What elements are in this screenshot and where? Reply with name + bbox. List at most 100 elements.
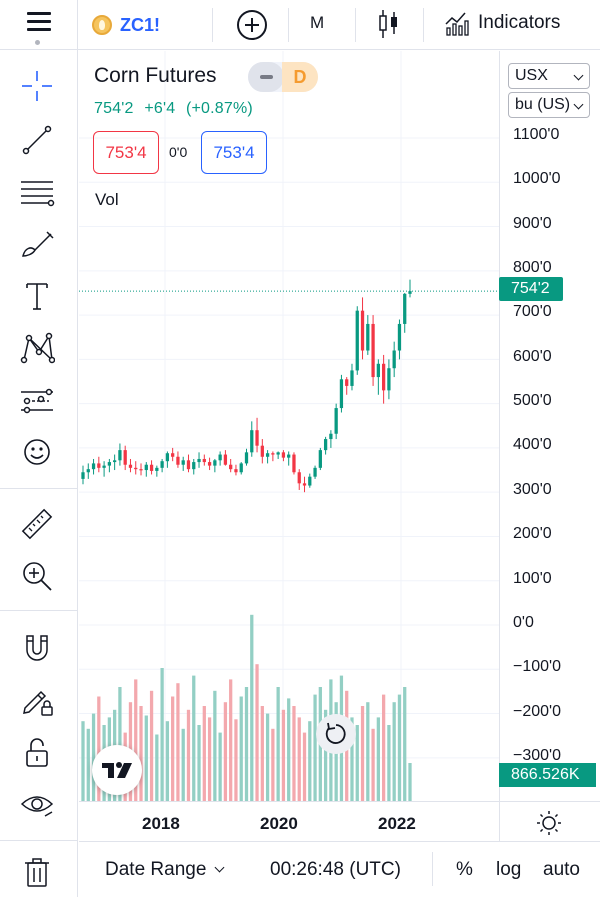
price-tick: 900'0 (513, 214, 552, 232)
volume-bar (202, 706, 206, 801)
currency-select[interactable]: USX (508, 63, 590, 89)
candle-body (149, 464, 154, 471)
volume-bar (149, 690, 154, 801)
brush-icon[interactable] (17, 224, 57, 264)
volume-bar (139, 706, 143, 801)
price-quote: 754'2 +6'4 (+0.87%) (94, 100, 259, 118)
candle-body (355, 310, 359, 371)
utc-clock[interactable]: 00:26:48 (UTC) (270, 859, 401, 880)
eye-icon[interactable] (17, 784, 57, 824)
candle-body (86, 469, 90, 473)
volume-bar (276, 687, 280, 801)
candle-body (128, 464, 133, 468)
price-scale[interactable] (499, 51, 600, 801)
candles-chart-type-icon[interactable] (378, 8, 400, 40)
symbol-search-button[interactable]: ZC1! (92, 12, 160, 38)
buy-button[interactable]: 753'4 (201, 131, 267, 174)
delayed-data-badge: D (282, 62, 318, 92)
sell-button[interactable]: 753'4 (93, 131, 159, 174)
volume-bar (255, 664, 259, 801)
candle-body (376, 363, 380, 378)
volume-bar (239, 696, 243, 801)
percent-scale-button[interactable]: % (456, 859, 473, 880)
volume-bar (281, 709, 286, 801)
spread-value: 0'0 (169, 144, 188, 160)
compare-symbol-plus-icon[interactable] (237, 10, 267, 40)
crosshair-icon[interactable] (17, 66, 57, 106)
magnet-icon[interactable] (17, 628, 57, 668)
volume-bar (297, 717, 301, 801)
volume-bar (186, 709, 191, 801)
volume-bar (86, 728, 90, 801)
candle-body (366, 323, 370, 351)
emoji-icon[interactable] (17, 432, 57, 472)
volume-bar (181, 728, 185, 801)
auto-scale-button[interactable]: auto (543, 859, 580, 880)
log-scale-button[interactable]: log (496, 859, 522, 880)
volume-bar (244, 687, 249, 801)
candle-body (234, 469, 238, 473)
candle-body (223, 454, 228, 465)
interval-button[interactable]: M (310, 13, 325, 32)
tv-logo-icon (102, 762, 132, 778)
candle-body (107, 462, 112, 466)
volume-value-label: 866.526K (499, 763, 596, 787)
volume-legend[interactable]: Vol (95, 190, 119, 209)
volume-bar (171, 696, 175, 801)
lock-drawing-icon[interactable] (17, 680, 57, 720)
symbol-ticker: ZC1! (120, 14, 160, 35)
volume-bar (155, 734, 159, 801)
price-chart[interactable] (79, 51, 499, 801)
candle-body (202, 458, 206, 463)
candle-body (165, 453, 170, 462)
ruler-icon[interactable] (17, 504, 57, 544)
menu-icon[interactable] (0, 0, 78, 50)
price-tick: 1100'0 (513, 126, 560, 143)
volume-bar (308, 721, 312, 801)
unit-select[interactable]: bu (US) (508, 92, 590, 118)
price-tick: 200'0 (513, 525, 552, 543)
volume-bar (355, 725, 359, 801)
pattern-icon[interactable] (17, 328, 57, 368)
date-range-button[interactable]: Date Range (105, 859, 223, 881)
candle-body (81, 472, 85, 479)
candle-body (323, 439, 328, 451)
text-icon[interactable] (17, 276, 57, 316)
volume-bar (366, 702, 370, 801)
prediction-icon[interactable] (17, 380, 57, 420)
volume-bar (392, 702, 396, 801)
trend-line-icon[interactable] (17, 120, 57, 160)
candle-body (329, 433, 333, 440)
time-tick: 2022 (378, 814, 416, 833)
candle-body (381, 363, 386, 391)
chart-settings-button[interactable] (499, 801, 600, 841)
candle-body (102, 465, 106, 468)
candle-body (339, 379, 344, 409)
time-scale[interactable]: 2018 2020 2022 (79, 801, 499, 841)
reset-chart-button[interactable] (316, 714, 356, 754)
indicators-button[interactable]: Indicators (444, 10, 560, 36)
price-tick: 800'0 (513, 259, 552, 277)
volume-bar (265, 713, 270, 801)
unlock-icon[interactable] (17, 732, 57, 772)
trash-icon[interactable] (17, 852, 57, 892)
indicators-icon (445, 12, 469, 36)
candle-body (239, 463, 243, 473)
price-tick: −200'0 (513, 702, 561, 720)
tradingview-logo[interactable] (92, 745, 142, 795)
candle-body (292, 454, 296, 473)
candle-body (186, 460, 191, 470)
legend-collapse-toggle[interactable]: D (248, 62, 318, 92)
fib-retracement-icon[interactable] (17, 172, 57, 212)
zoom-in-icon[interactable] (17, 556, 57, 596)
volume-bar (91, 713, 96, 801)
candle-body (197, 458, 201, 463)
candle-body (360, 310, 365, 351)
candle-body (207, 462, 212, 466)
candle-body (176, 456, 180, 465)
price-tick: 0'0 (513, 613, 534, 631)
candle-body (97, 463, 101, 468)
price-tick: 400'0 (513, 436, 552, 454)
candle-body (118, 450, 122, 461)
volume-bar (376, 717, 380, 801)
